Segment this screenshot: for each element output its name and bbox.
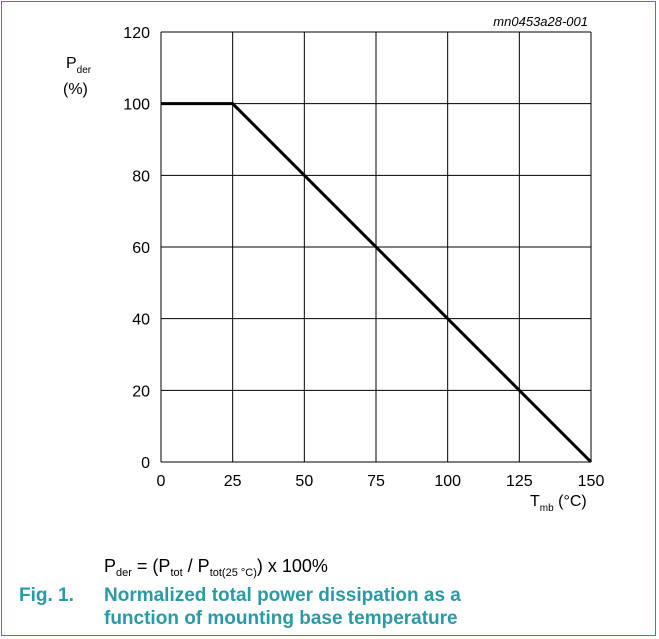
- x-tick-label: 25: [224, 473, 242, 490]
- y-tick-label: 80: [132, 168, 150, 185]
- x-tick-label: 50: [295, 473, 313, 490]
- y-tick-label: 40: [132, 312, 150, 329]
- caption-line-1: Normalized total power dissipation as a: [104, 585, 461, 606]
- figure-number: Fig. 1.: [19, 584, 104, 607]
- x-tick-label: 0: [157, 473, 166, 490]
- y-tick-label: 60: [132, 240, 150, 257]
- y-axis-unit: (%): [63, 81, 88, 98]
- caption-line-2: function of mounting base temperature: [19, 607, 461, 630]
- y-tick-label: 0: [141, 455, 150, 472]
- x-tick-label: 75: [367, 473, 385, 490]
- y-tick-label: 120: [123, 25, 150, 42]
- figure-caption: Fig. 1. Normalized total power dissipatio…: [19, 584, 461, 630]
- formula: Pder = (Ptot / Ptot(25 °C)) x 100%: [104, 556, 328, 579]
- x-axis-label: Tmb (°C): [530, 493, 587, 514]
- y-tick-label: 20: [132, 383, 150, 400]
- y-axis-label: Pder: [66, 55, 92, 76]
- x-tick-label: 125: [506, 473, 533, 490]
- figure-id: mn0453a28-001: [493, 14, 588, 29]
- x-tick-label: 100: [434, 473, 461, 490]
- x-tick-label: 150: [578, 473, 605, 490]
- chart: mn0453a28-001 Pder (%) Tmb (°C) 0 25 50 75 1…: [0, 0, 659, 560]
- y-tick-label: 100: [123, 97, 150, 114]
